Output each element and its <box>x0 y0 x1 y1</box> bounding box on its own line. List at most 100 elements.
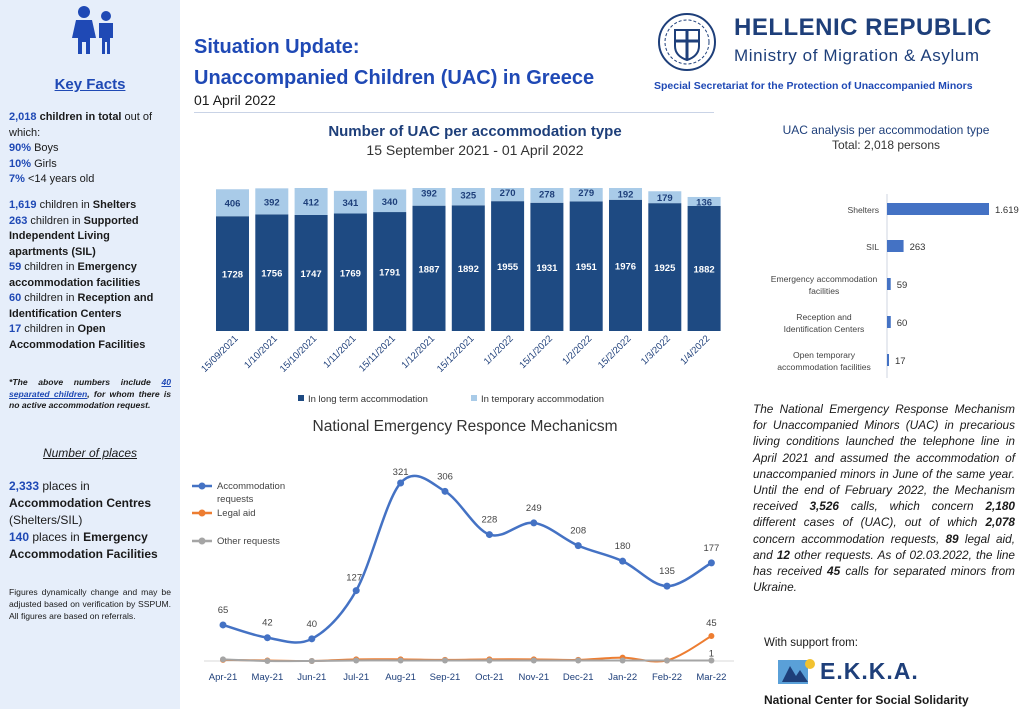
hbar-value-label: 1.619 <box>995 205 1019 216</box>
series-point <box>530 519 538 527</box>
bar-temporary-label: 179 <box>657 193 673 204</box>
legend-label: Accommodation requests <box>217 481 285 505</box>
x-tick-label: 15/09/2021 <box>199 333 240 374</box>
series-point <box>397 479 405 487</box>
bar-long-term <box>294 214 328 331</box>
bar-temporary-label: 340 <box>382 197 398 208</box>
bar-chart-title: Number of UAC per accommodation type <box>328 123 622 140</box>
bar-long-term <box>255 214 289 331</box>
legend-label: Legal aid <box>217 508 256 519</box>
series-point <box>441 487 449 495</box>
series-point <box>352 587 360 595</box>
x-tick-label: Feb-22 <box>652 672 682 683</box>
line-data-label: 40 <box>307 619 318 630</box>
legend-label-line: requests <box>217 494 254 505</box>
bar-temporary-label: 406 <box>225 199 241 210</box>
bar-long-term-label: 1955 <box>497 262 519 273</box>
bar-temporary <box>491 188 525 202</box>
series-point <box>263 634 271 642</box>
line-data-label: 249 <box>526 503 542 514</box>
bar-long-term-label: 1791 <box>379 268 401 279</box>
series-point <box>708 633 715 640</box>
ministry-name: Ministry of Migration & Asylum <box>734 46 980 65</box>
bar-chart-subtitle: 15 September 2021 - 01 April 2022 <box>366 142 584 158</box>
line-data-label: 321 <box>393 467 409 478</box>
bar-temporary <box>255 188 289 215</box>
hbar-category-line: SIL <box>866 242 879 252</box>
x-tick-label: 1/2/2022 <box>560 333 594 367</box>
hbar-category-label: Emergency accommodation facilities <box>771 274 878 296</box>
hbar-chart-title-block: UAC analysis per accommodation type Tota… <box>756 122 1016 152</box>
key-facts-title: Key Facts <box>54 76 126 93</box>
bar-temporary-label: 270 <box>500 188 516 199</box>
x-tick-label: 15/10/2021 <box>278 333 319 374</box>
emergency-mechanism-line-chart: 65 42 40 127 321 306 228 249 208 180 135 177 45 1 Apr-… <box>192 467 734 683</box>
series-point <box>308 635 316 643</box>
legend-label-line: Accommodation <box>217 481 285 492</box>
support-label: With support from: <box>764 637 858 649</box>
bar-temporary-label: 392 <box>264 197 280 208</box>
line-data-label: 42 <box>262 618 273 629</box>
bar-temporary <box>333 190 367 214</box>
series-point <box>619 657 626 664</box>
series-point <box>308 658 315 664</box>
bar-temporary <box>609 188 642 200</box>
x-tick-label: Mar-22 <box>696 672 726 683</box>
line-data-label: 135 <box>659 566 675 577</box>
line-data-label: 177 <box>703 543 719 554</box>
bar-long-term-label: 1769 <box>340 268 361 279</box>
bar-long-term-label: 1931 <box>536 263 558 274</box>
hbar-bar <box>887 203 989 215</box>
series-point <box>220 656 226 663</box>
ekka-logo-mark <box>778 659 815 684</box>
hbar-bar <box>887 316 891 328</box>
bar-chart-title-block: Number of UAC per accommodation type 15 … <box>300 123 650 158</box>
bar-long-term-label: 1728 <box>222 270 243 281</box>
bar-long-term <box>216 216 249 331</box>
bar-temporary <box>569 188 603 202</box>
hbar-category-label: SIL <box>866 242 879 252</box>
bar-long-term-label: 1747 <box>301 269 322 280</box>
x-tick-label: Oct-21 <box>475 672 504 683</box>
other-last-label: 1 <box>709 648 714 659</box>
key-facts-sidebar <box>0 0 180 709</box>
hbar-category-line: Emergency accommodation <box>771 274 878 284</box>
bar-long-term-label: 1892 <box>458 264 479 275</box>
hellenic-republic-title: HELLENIC REPUBLIC <box>734 14 992 41</box>
series-point <box>486 657 493 664</box>
hbar-category-label: Reception and Identification Centers <box>784 312 865 334</box>
x-tick-label: May-21 <box>252 672 284 683</box>
bar-temporary <box>216 189 249 217</box>
legend-marker <box>198 509 206 517</box>
mechanism-narrative: The National Emergency Response Mechanis… <box>753 402 1016 595</box>
bar-temporary <box>451 188 485 206</box>
bar-long-term-label: 1976 <box>615 261 636 272</box>
separated-children-note: *The above numbers include 40 separated … <box>9 377 172 410</box>
bar-temporary-label: 412 <box>303 197 319 208</box>
line-chart-title: National Emergency Responce Mechanicsm <box>312 418 618 435</box>
uac-accommodation-bar-chart: 1728 406 15/09/2021 1756 392 1/10/2021 1747 412… <box>199 188 721 405</box>
x-tick-label: Aug-21 <box>385 672 416 683</box>
bar-temporary <box>648 191 682 204</box>
series-point <box>442 657 448 664</box>
bar-temporary-label: 278 <box>539 190 555 201</box>
hbar-value-label: 17 <box>895 356 906 367</box>
hbar-category-label: Shelters <box>847 205 879 215</box>
hbar-category-line: facilities <box>809 286 840 296</box>
bar-long-term-label: 1925 <box>654 263 676 274</box>
series-point <box>219 621 227 629</box>
x-tick-label: 15/1/2022 <box>517 333 555 371</box>
x-tick-label: Dec-21 <box>563 672 594 683</box>
hbar-category-line: accommodation facilities <box>777 362 871 372</box>
hbar-category-line: Open temporary <box>793 350 856 360</box>
figures-footnote: Figures dynamically change and may be ad… <box>9 587 171 621</box>
page-title: Situation Update: Unaccompanied Children… <box>194 36 595 89</box>
ekka-name: National Center for Social Solidarity <box>764 693 969 707</box>
hbar-value-label: 60 <box>897 318 908 329</box>
x-tick-label: Jan-22 <box>608 672 637 683</box>
series-point <box>574 542 582 550</box>
bar-long-term <box>491 201 525 331</box>
x-tick-label: 1/12/2021 <box>399 333 437 371</box>
totals-block: 2,018 children in total out of which: 90… <box>9 111 153 185</box>
bar-long-term <box>412 205 446 331</box>
